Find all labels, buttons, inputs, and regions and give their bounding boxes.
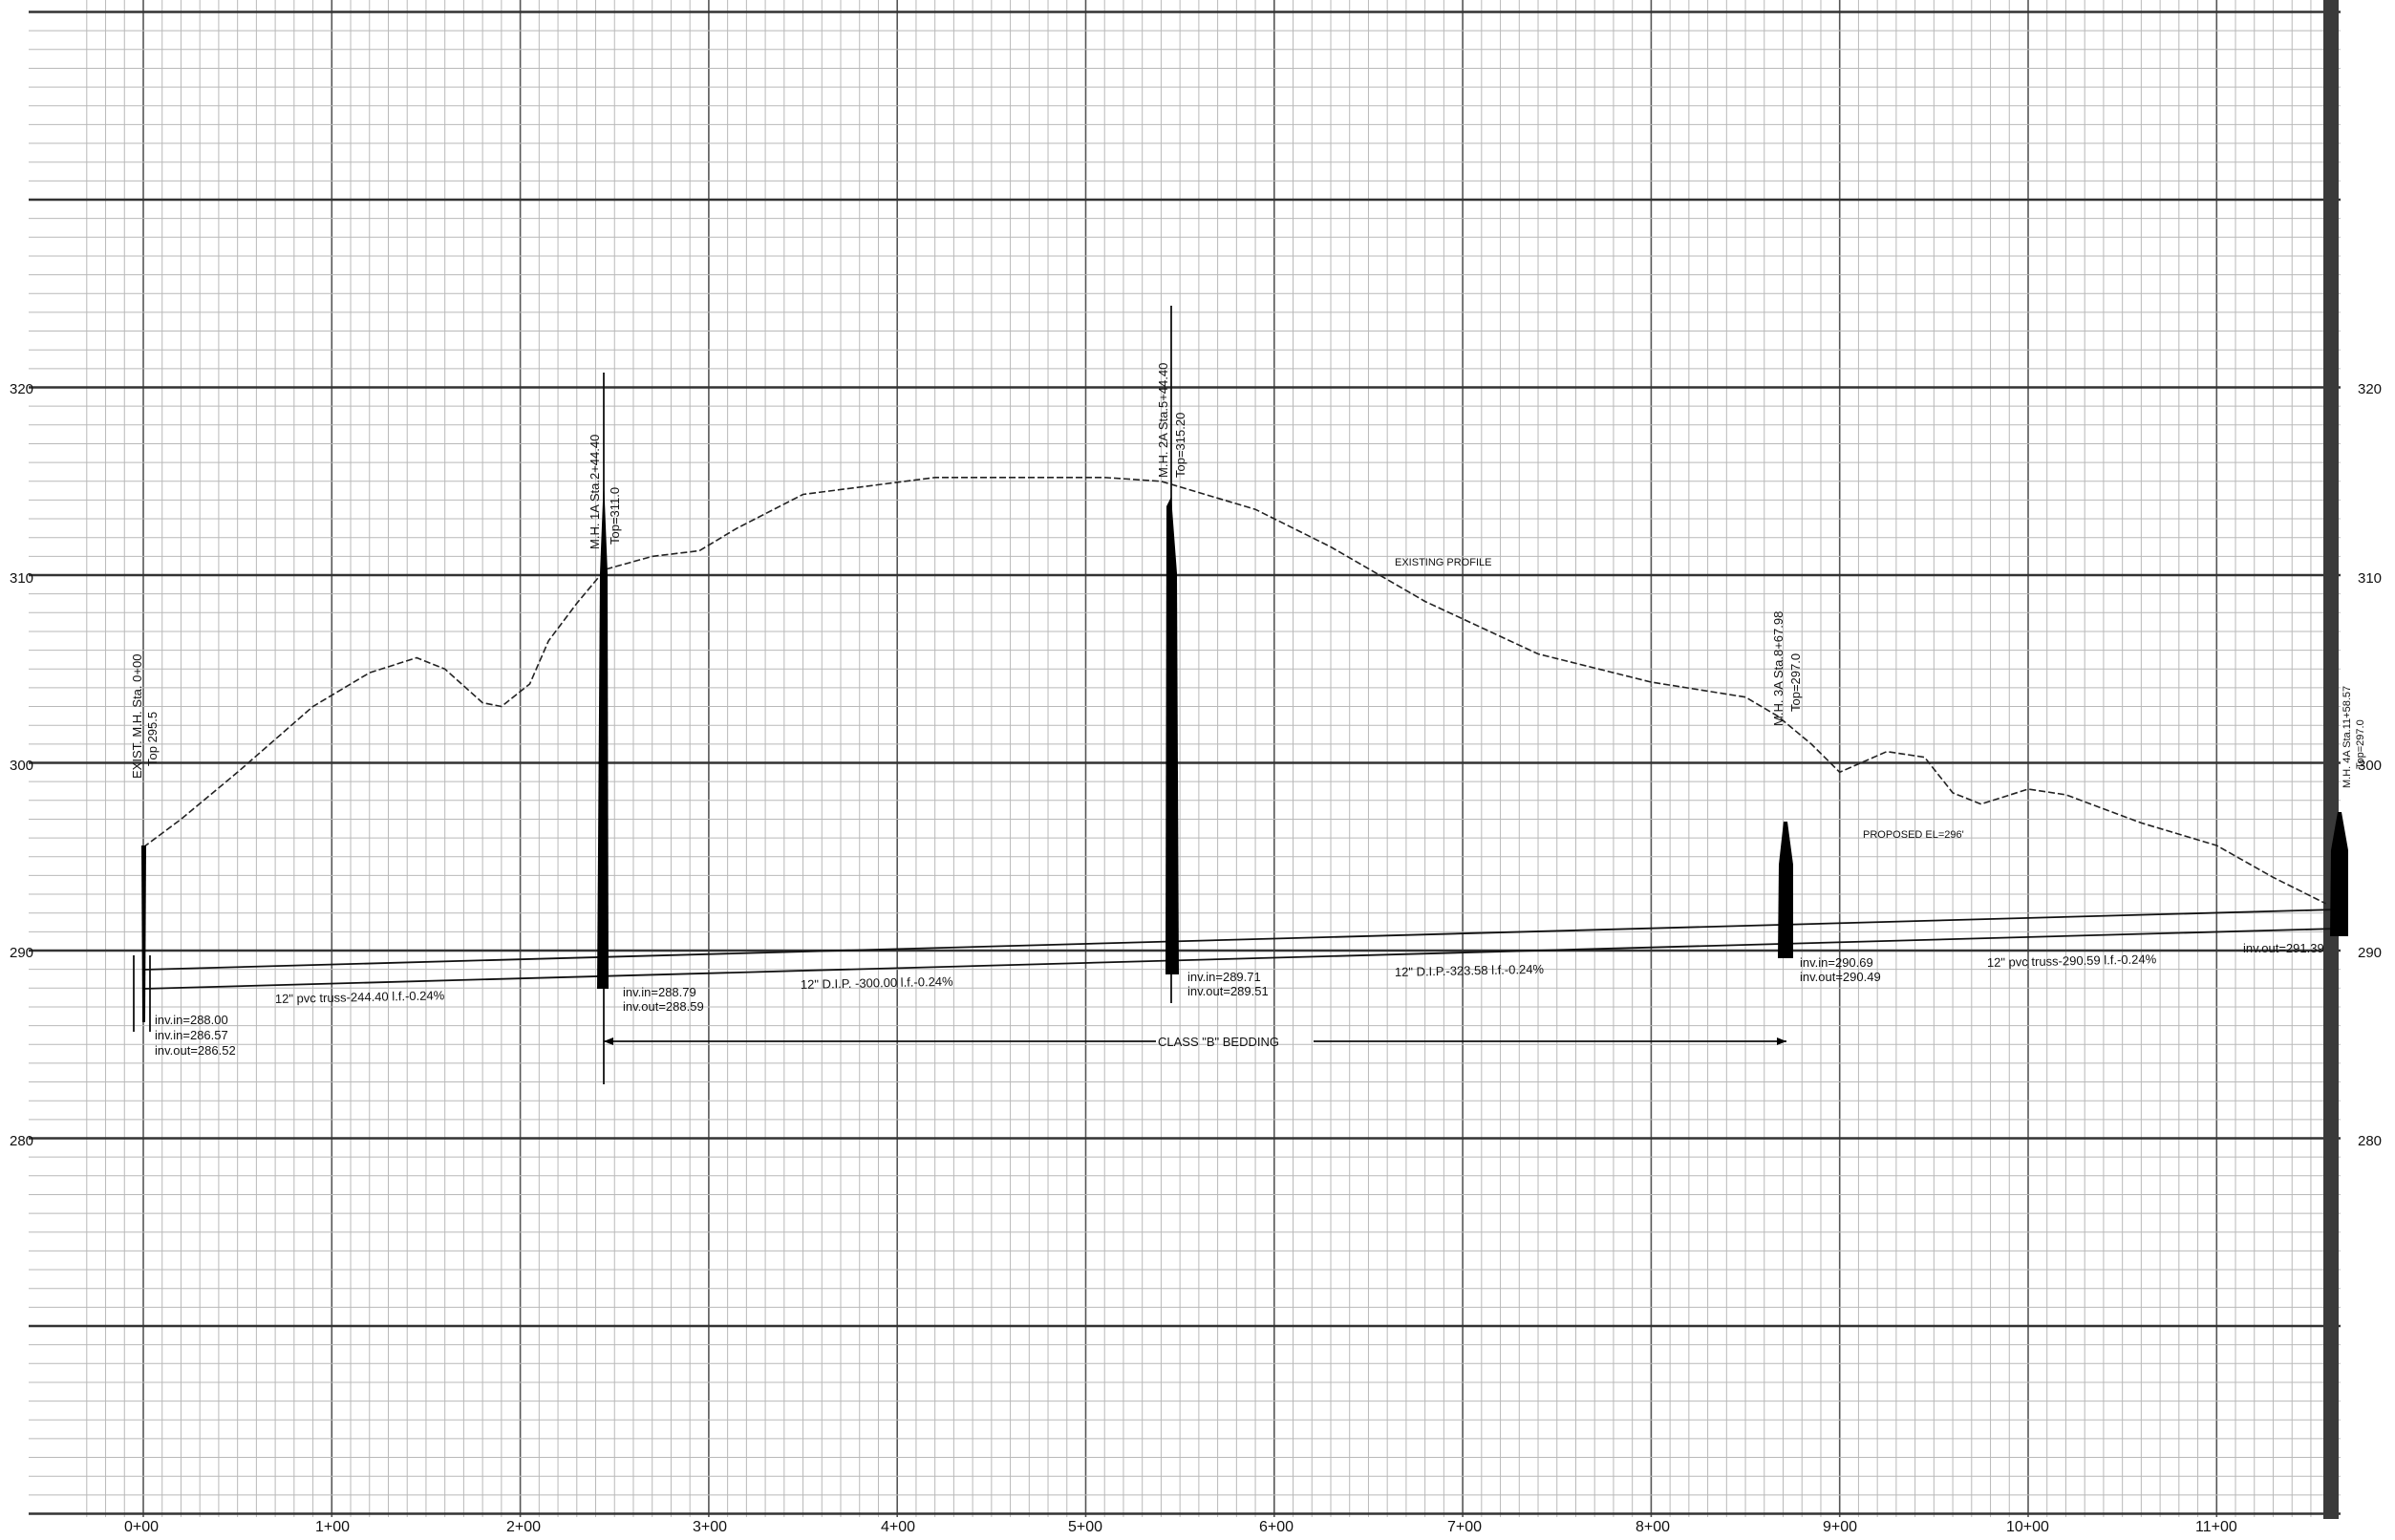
station-tick-2: 2+00 — [506, 1519, 541, 1535]
manhole-4a-top: Top=297.0 — [2355, 719, 2366, 769]
elev-tick-left-290: 290 — [10, 945, 33, 961]
invert-exist-in-1: inv.in=288.00 — [155, 1013, 228, 1027]
station-tick-8: 8+00 — [1636, 1519, 1670, 1535]
manhole-exist-title: EXIST. M.H. Sta. 0+00 — [130, 654, 144, 779]
station-tick-5: 5+00 — [1068, 1519, 1102, 1535]
manhole-4a-title: M.H. 4A Sta.11+58.57 — [2342, 686, 2353, 788]
manhole-2a — [1165, 306, 1179, 1003]
pipe-label-3: 12" D.I.P.-323.58 l.f.-0.24% — [1395, 962, 1545, 979]
invert-2a-in: inv.in=289.71 — [1187, 970, 1261, 984]
station-tick-4: 4+00 — [881, 1519, 915, 1535]
invert-4a-out: inv.out=291.39 — [2243, 941, 2324, 955]
station-tick-7: 7+00 — [1447, 1519, 1482, 1535]
manhole-3a-top: Top=297.0 — [1788, 653, 1803, 712]
manhole-2a-title: M.H. 2A Sta.5+44.40 — [1156, 363, 1170, 478]
manhole-2a-top: Top=315.20 — [1173, 413, 1187, 478]
proposed-elevation-label: PROPOSED EL=296' — [1863, 829, 1964, 841]
bedding-label: CLASS "B" BEDDING — [1158, 1035, 1279, 1049]
station-tick-11: 11+00 — [2195, 1519, 2237, 1535]
sewer-pipe — [142, 909, 2339, 990]
manhole-exist — [133, 845, 151, 1032]
existing-profile-label: EXISTING PROFILE — [1395, 557, 1491, 568]
elev-tick-left-300: 300 — [10, 758, 33, 774]
station-tick-3: 3+00 — [693, 1519, 727, 1535]
elev-tick-right-290: 290 — [2358, 945, 2382, 961]
manhole-3a — [1778, 822, 1793, 958]
manhole-3a-title: M.H. 3A Sta.8+67.98 — [1771, 611, 1786, 726]
elev-tick-right-280: 280 — [2358, 1133, 2382, 1149]
manhole-1a-title: M.H. 1A Sta.2+44.40 — [588, 435, 602, 549]
manhole-exist-top: Top 295.5 — [145, 712, 160, 766]
manhole-1a — [597, 373, 609, 1084]
station-tick-10: 10+00 — [2006, 1519, 2049, 1535]
pipe-label-4: 12" pvc truss-290.59 l.f.-0.24% — [1987, 952, 2157, 970]
station-tick-1: 1+00 — [315, 1519, 350, 1535]
elev-tick-left-280: 280 — [10, 1133, 33, 1149]
invert-2a-out: inv.out=289.51 — [1187, 984, 1269, 998]
invert-1a-in: inv.in=288.79 — [623, 985, 696, 999]
elev-tick-right-300: 300 — [2358, 758, 2382, 774]
manhole-4a — [2330, 812, 2348, 936]
station-tick-9: 9+00 — [1823, 1519, 1857, 1535]
right-margin-strip — [2323, 0, 2339, 1519]
station-tick-0: 0+00 — [124, 1519, 159, 1535]
elev-tick-left-320: 320 — [10, 381, 33, 397]
invert-exist-in-2: inv.in=286.57 — [155, 1028, 228, 1042]
pipe-label-1: 12" pvc truss-244.40 l.f.-0.24% — [275, 988, 445, 1006]
pipe-label-2: 12" D.I.P. -300.00 l.f.-0.24% — [801, 974, 953, 992]
station-tick-6: 6+00 — [1259, 1519, 1294, 1535]
invert-3a-out: inv.out=290.49 — [1800, 970, 1881, 984]
invert-1a-out: inv.out=288.59 — [623, 999, 704, 1014]
bedding-dimension — [604, 1037, 1786, 1045]
elev-tick-right-310: 310 — [2358, 570, 2382, 587]
elev-tick-right-320: 320 — [2358, 381, 2382, 397]
existing-profile-line — [142, 477, 2327, 905]
manhole-1a-top: Top=311.0 — [608, 487, 622, 545]
invert-3a-in: inv.in=290.69 — [1800, 955, 1873, 970]
invert-exist-out: inv.out=286.52 — [155, 1043, 236, 1058]
elev-tick-left-310: 310 — [10, 570, 33, 587]
